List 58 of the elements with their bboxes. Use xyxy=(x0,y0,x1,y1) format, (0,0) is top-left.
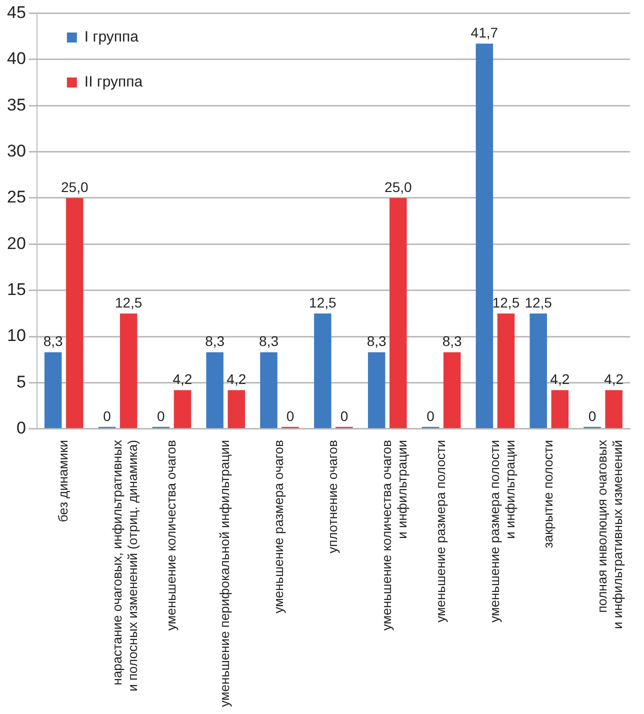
data-label: 12,5 xyxy=(524,294,552,310)
data-label: 41,7 xyxy=(470,24,498,41)
bar xyxy=(228,390,246,428)
bar xyxy=(476,44,494,428)
data-label: 8,3 xyxy=(259,333,279,350)
data-label: 0 xyxy=(588,408,596,424)
data-label: 25,0 xyxy=(384,178,412,195)
bar xyxy=(605,390,622,428)
x-tick-label: уменьшение перифокальной инфильтрации xyxy=(217,440,232,708)
bar xyxy=(44,352,62,428)
data-label: 0 xyxy=(340,408,348,424)
x-tick-label: уплотнение очагов xyxy=(325,440,340,554)
bar xyxy=(530,313,547,428)
y-tick-label: 30 xyxy=(6,141,26,160)
bar xyxy=(443,352,461,428)
data-label: 0 xyxy=(103,408,112,424)
data-label: 0 xyxy=(157,408,166,424)
bar xyxy=(551,390,569,428)
data-label: 8,3 xyxy=(366,333,387,350)
bar xyxy=(206,352,224,428)
data-label: 4,2 xyxy=(604,370,624,387)
data-label: 4,2 xyxy=(226,370,246,387)
y-tick-label: 40 xyxy=(6,49,26,68)
y-tick-label: 25 xyxy=(6,188,26,207)
x-tick-label: уменьшение размера очагов xyxy=(271,440,286,614)
y-tick-label: 35 xyxy=(6,95,26,114)
data-label: 8,3 xyxy=(43,333,64,350)
y-tick-label: 10 xyxy=(6,326,26,346)
data-label: 4,2 xyxy=(172,370,192,387)
y-tick-label: 5 xyxy=(16,372,26,392)
bar xyxy=(390,198,407,428)
data-label: 4,2 xyxy=(550,370,570,387)
y-tick-label: 45 xyxy=(6,2,26,22)
y-tick-label: 0 xyxy=(16,418,26,438)
bar xyxy=(260,352,278,428)
data-label: 0 xyxy=(426,408,435,424)
bar xyxy=(66,198,84,428)
x-tick-label: закрытие полости xyxy=(540,440,556,548)
y-tick-label: 20 xyxy=(6,234,26,253)
bar xyxy=(120,313,138,428)
data-label: 0 xyxy=(286,408,294,424)
x-tick-label: нарастание очаговых, инфильтративных и полосных изменений (отриц. динамика) xyxy=(109,439,140,692)
x-tick-label: без динамики xyxy=(55,440,70,522)
data-label: 8,3 xyxy=(442,333,462,350)
legend-label: I группа xyxy=(84,28,140,46)
data-label: 25,0 xyxy=(61,178,88,195)
x-tick-label: уменьшение количества очагов xyxy=(163,440,178,631)
data-label: 12,5 xyxy=(309,294,337,310)
data-label: 12,5 xyxy=(114,294,142,310)
x-tick-label: уменьшение размера полости xyxy=(432,440,448,623)
y-tick-label: 15 xyxy=(6,280,26,300)
bar xyxy=(314,313,332,428)
bar xyxy=(497,313,515,428)
bar xyxy=(368,352,386,428)
data-label: 8,3 xyxy=(205,333,225,350)
data-label: 12,5 xyxy=(492,294,520,310)
bar xyxy=(174,390,192,428)
legend-label: II группа xyxy=(84,74,144,91)
